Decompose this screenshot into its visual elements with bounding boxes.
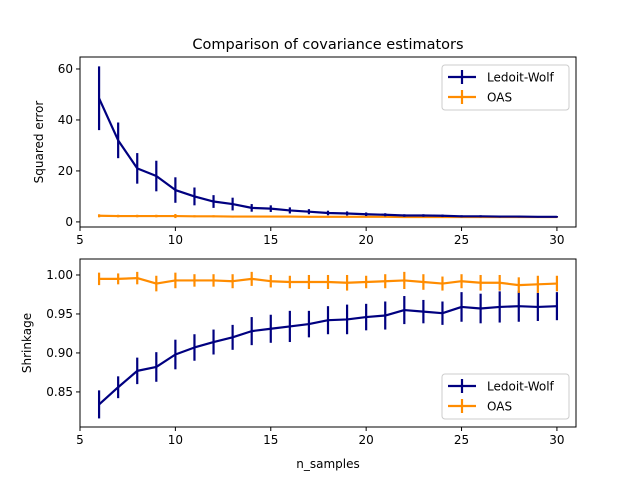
legend-label: Ledoit-Wolf — [487, 71, 555, 85]
axes-frame — [79, 258, 577, 428]
x-tick-label: 10 — [168, 233, 183, 247]
x-tick-label: 10 — [168, 433, 183, 447]
series-oas — [97, 271, 559, 293]
legend-label: OAS — [487, 91, 512, 105]
x-tick-label: 15 — [263, 433, 278, 447]
top-axes: 5 10 15 20 25 30 0 20 40 60 Ledoit-Wolf OAS — [58, 56, 577, 247]
legend-label: OAS — [487, 400, 512, 414]
series-ledoit-wolf — [97, 66, 559, 218]
x-tick-label: 20 — [359, 233, 374, 247]
legend-label: Ledoit-Wolf — [487, 380, 555, 394]
series-ledoit-wolf — [97, 290, 559, 419]
y-tick-label: 0.95 — [46, 307, 73, 321]
x-tick-label: 30 — [549, 233, 564, 247]
y-tick-label: 1.00 — [46, 268, 73, 282]
x-tick-label: 25 — [454, 233, 469, 247]
bottom-ylabel: Shrinkage — [20, 313, 34, 373]
x-tick-label: 5 — [76, 233, 84, 247]
y-tick-label: 0.90 — [46, 346, 73, 360]
x-tick-label: 25 — [454, 433, 469, 447]
y-tick-label: 0 — [65, 215, 73, 229]
axes-frame — [79, 56, 577, 228]
chart-title: Comparison of covariance estimators — [192, 37, 463, 53]
bottom-axes: 5 10 15 20 25 30 0.85 0.90 0.95 1.00 Ledoit-Wolf OA… — [46, 258, 577, 447]
x-tick-label: 5 — [76, 433, 84, 447]
x-tick-label: 20 — [359, 433, 374, 447]
y-tick-label: 60 — [58, 62, 73, 76]
series-line — [98, 97, 557, 218]
legend: Ledoit-Wolf OAS — [441, 64, 570, 111]
x-tick-label: 15 — [263, 233, 278, 247]
y-tick-label: 20 — [58, 164, 73, 178]
y-tick-label: 40 — [58, 113, 73, 127]
top-ylabel: Squared error — [32, 101, 46, 184]
x-tick-label: 30 — [549, 433, 564, 447]
y-tick-label: 0.85 — [46, 385, 73, 399]
bottom-xlabel: n_samples — [296, 457, 360, 471]
legend: Ledoit-Wolf OAS — [441, 373, 570, 420]
